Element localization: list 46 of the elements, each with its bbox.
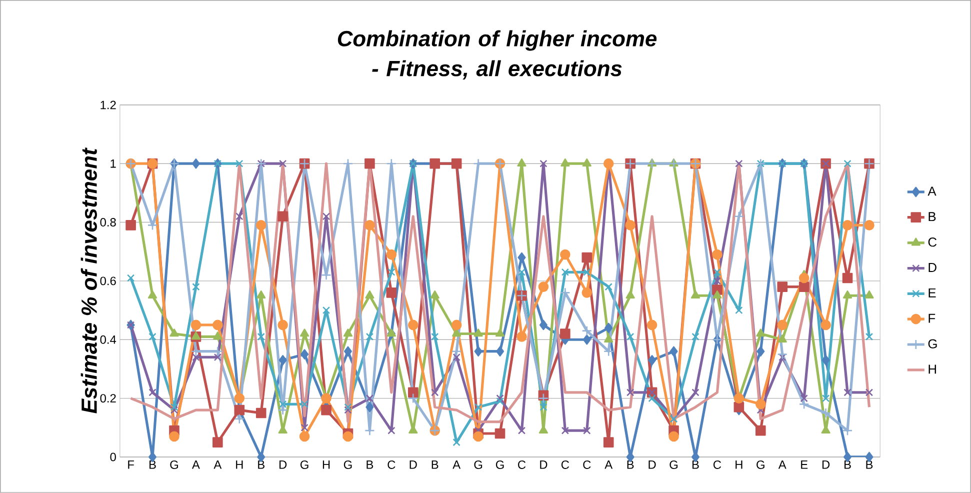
x-tick-label: C [583, 460, 591, 470]
y-tick-label: 1.2 [100, 100, 116, 110]
legend-label: D [928, 263, 936, 272]
legend-label: G [928, 339, 937, 348]
x-tick-label: A [214, 460, 222, 469]
x-tick-label: D [410, 460, 417, 469]
x-tick-label: D [648, 460, 656, 469]
x-tick-label: F [128, 460, 134, 469]
chart-title: Combination of higher income - Fitness, all executions [338, 30, 657, 80]
x-tick-label: D [279, 460, 287, 469]
y-axis-title: Estimate % of investment [80, 147, 97, 414]
x-tick-label: G [496, 460, 504, 470]
x-tick-label: D [822, 460, 830, 469]
y-tick-label: 0.4 [100, 335, 116, 344]
x-tick-label: H [322, 460, 330, 469]
legend-label: B [928, 212, 936, 222]
x-tick-label: D [540, 460, 548, 469]
x-tick-label: A [778, 460, 786, 469]
x-tick-label: A [604, 460, 613, 469]
legend-label: E [928, 288, 936, 298]
x-tick-label: B [366, 460, 374, 469]
x-tick-label: G [474, 460, 482, 470]
x-tick-label: E [801, 460, 808, 469]
x-tick-label: H [236, 460, 243, 469]
x-tick-label: G [300, 460, 308, 470]
x-tick-label: G [756, 460, 764, 470]
legend-label: C [928, 238, 937, 247]
x-tick-label: A [452, 460, 461, 469]
legend-label: H [928, 364, 936, 374]
x-tick-label: G [344, 460, 352, 470]
x-tick-label: G [170, 460, 178, 470]
x-tick-label: A [192, 460, 200, 469]
x-tick-label: B [432, 460, 438, 469]
legend-label: F [928, 314, 936, 323]
y-tick-label: 0.6 [100, 276, 116, 286]
legend-label: A [928, 186, 936, 196]
x-tick-label: G [670, 460, 678, 470]
x-tick-label: C [561, 460, 570, 470]
y-tick-label: 0 [110, 452, 116, 462]
x-tick-label: H [736, 460, 742, 469]
x-tick-label: C [518, 460, 526, 470]
y-tick-label: 1 [110, 160, 116, 168]
x-tick-label: C [388, 460, 396, 470]
y-tick-label: 0.2 [100, 394, 116, 403]
y-tick-label: 0.8 [100, 218, 116, 227]
x-tick-label: C [713, 460, 722, 470]
